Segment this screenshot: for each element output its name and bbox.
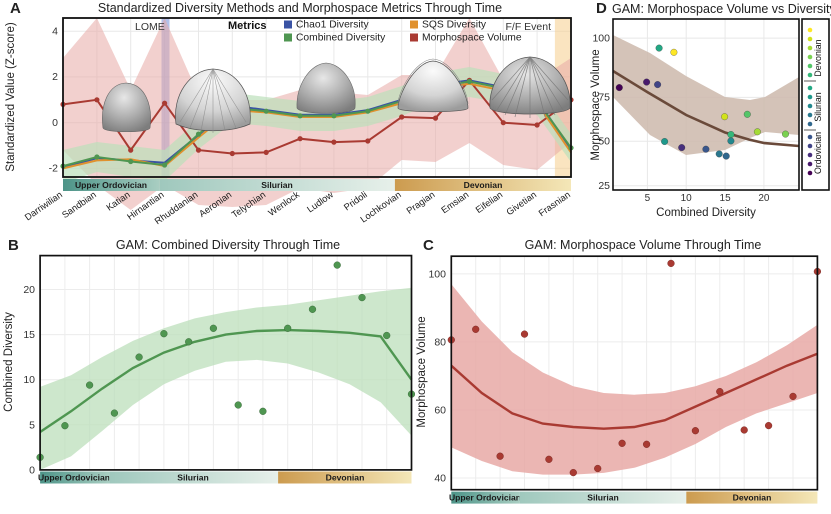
svg-text:B: B	[8, 237, 19, 254]
svg-text:Upper Ordovician: Upper Ordovician	[38, 472, 110, 482]
svg-text:Combined Diversity: Combined Diversity	[656, 207, 756, 219]
svg-text:GAM: Morphospace Volume vs Div: GAM: Morphospace Volume vs Diversity	[612, 2, 831, 16]
svg-text:20: 20	[758, 193, 770, 204]
svg-text:C: C	[423, 237, 434, 254]
svg-text:Devonian: Devonian	[326, 472, 365, 482]
svg-text:4: 4	[52, 26, 58, 38]
svg-text:GAM: Combined Diversity Throug: GAM: Combined Diversity Through Time	[116, 238, 340, 252]
svg-text:Silurian: Silurian	[177, 472, 209, 482]
svg-text:Silurian: Silurian	[813, 92, 823, 121]
svg-text:2: 2	[52, 71, 58, 83]
svg-text:Sandbian: Sandbian	[60, 189, 98, 220]
svg-text:5: 5	[29, 419, 35, 431]
svg-text:Standardized Diversity Methods: Standardized Diversity Methods and Morph…	[98, 1, 502, 15]
svg-text:Standardized Value (Z-score): Standardized Value (Z-score)	[5, 22, 17, 172]
svg-text:80: 80	[434, 336, 446, 348]
svg-text:Silurian: Silurian	[587, 492, 619, 502]
svg-text:D: D	[596, 0, 607, 17]
svg-text:Ordovician: Ordovician	[813, 132, 823, 174]
svg-text:Pragian: Pragian	[405, 189, 437, 216]
svg-text:10: 10	[681, 193, 693, 204]
svg-text:Silurian: Silurian	[261, 180, 293, 190]
svg-text:Devonian: Devonian	[733, 492, 772, 502]
svg-text:20: 20	[23, 284, 35, 296]
svg-text:Frasnian: Frasnian	[537, 189, 572, 218]
svg-text:40: 40	[434, 473, 446, 485]
svg-text:A: A	[10, 0, 21, 17]
svg-text:25: 25	[598, 180, 610, 192]
svg-text:Pridoli: Pridoli	[342, 189, 369, 212]
svg-text:Devonian: Devonian	[464, 180, 503, 190]
svg-text:F/F Event: F/F Event	[505, 21, 551, 33]
svg-text:5: 5	[645, 193, 651, 204]
svg-text:100: 100	[592, 33, 610, 45]
svg-text:Eifelian: Eifelian	[474, 189, 505, 215]
svg-text:Combined Diversity: Combined Diversity	[3, 312, 15, 412]
svg-text:-2: -2	[49, 163, 58, 175]
svg-text:Givetian: Givetian	[505, 189, 539, 217]
svg-text:Chao1 Diversity: Chao1 Diversity	[296, 20, 370, 31]
svg-text:SQS Diversity: SQS Diversity	[422, 20, 487, 31]
svg-text:0: 0	[52, 117, 58, 129]
svg-text:Upper Ordovician: Upper Ordovician	[449, 492, 521, 502]
svg-text:Ludlow: Ludlow	[305, 189, 335, 214]
svg-text:GAM: Morphospace Volume Throug: GAM: Morphospace Volume Through Time	[525, 238, 762, 252]
svg-text:100: 100	[428, 268, 446, 280]
svg-text:LOME: LOME	[135, 21, 165, 33]
svg-text:15: 15	[23, 329, 35, 341]
svg-text:Morphospace Volume: Morphospace Volume	[590, 49, 602, 160]
svg-text:15: 15	[720, 193, 732, 204]
svg-text:Emsian: Emsian	[439, 189, 470, 215]
svg-text:10: 10	[23, 374, 35, 386]
svg-text:Combined Diversity: Combined Diversity	[296, 33, 386, 44]
svg-text:Darriwilian: Darriwilian	[23, 189, 64, 222]
svg-text:60: 60	[434, 405, 446, 417]
svg-text:Morphospace Volume: Morphospace Volume	[422, 33, 522, 44]
svg-text:Morphospace Volume: Morphospace Volume	[416, 316, 428, 427]
svg-text:Upper Ordovician: Upper Ordovician	[75, 180, 147, 190]
svg-text:Devonian: Devonian	[813, 39, 823, 76]
svg-text:0: 0	[29, 464, 35, 476]
svg-text:Metrics: Metrics	[228, 20, 267, 32]
